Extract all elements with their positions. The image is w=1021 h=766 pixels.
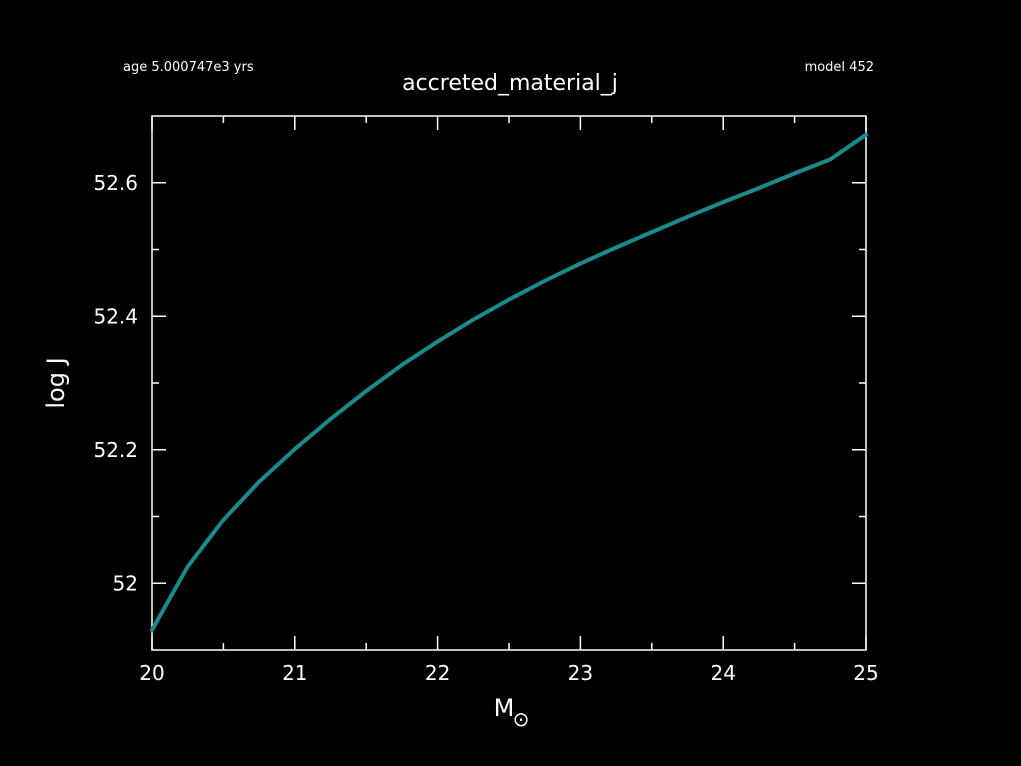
x-tick-label: 20 xyxy=(139,661,164,685)
x-tick-label: 23 xyxy=(568,661,593,685)
model-label: model 452 xyxy=(805,60,874,75)
x-axis-ticks xyxy=(151,116,867,650)
y-tick-label: 52 xyxy=(113,571,138,595)
y-axis-ticks xyxy=(152,182,866,584)
sun-symbol: ⊙ xyxy=(513,707,530,731)
y-axis-tick-labels: 52 52.2 52.4 52.6 xyxy=(93,171,138,596)
x-tick-label: 21 xyxy=(282,661,307,685)
age-label: age 5.000747e3 yrs xyxy=(123,60,254,75)
x-tick-label: 24 xyxy=(710,661,735,685)
x-axis-tick-labels: 20 21 22 23 24 25 xyxy=(139,661,878,685)
x-tick-label: 25 xyxy=(853,661,878,685)
x-axis-label-text: M xyxy=(494,694,515,722)
series-line xyxy=(150,132,868,632)
y-axis-label: log J xyxy=(42,357,70,408)
y-tick-label: 52.2 xyxy=(93,438,138,462)
x-axis-label: M ⊙ xyxy=(494,694,530,731)
y-tick-label: 52.6 xyxy=(93,171,138,195)
x-tick-label: 22 xyxy=(425,661,450,685)
y-tick-label: 52.4 xyxy=(93,304,138,328)
chart-title: accreted_material_j xyxy=(402,71,618,96)
